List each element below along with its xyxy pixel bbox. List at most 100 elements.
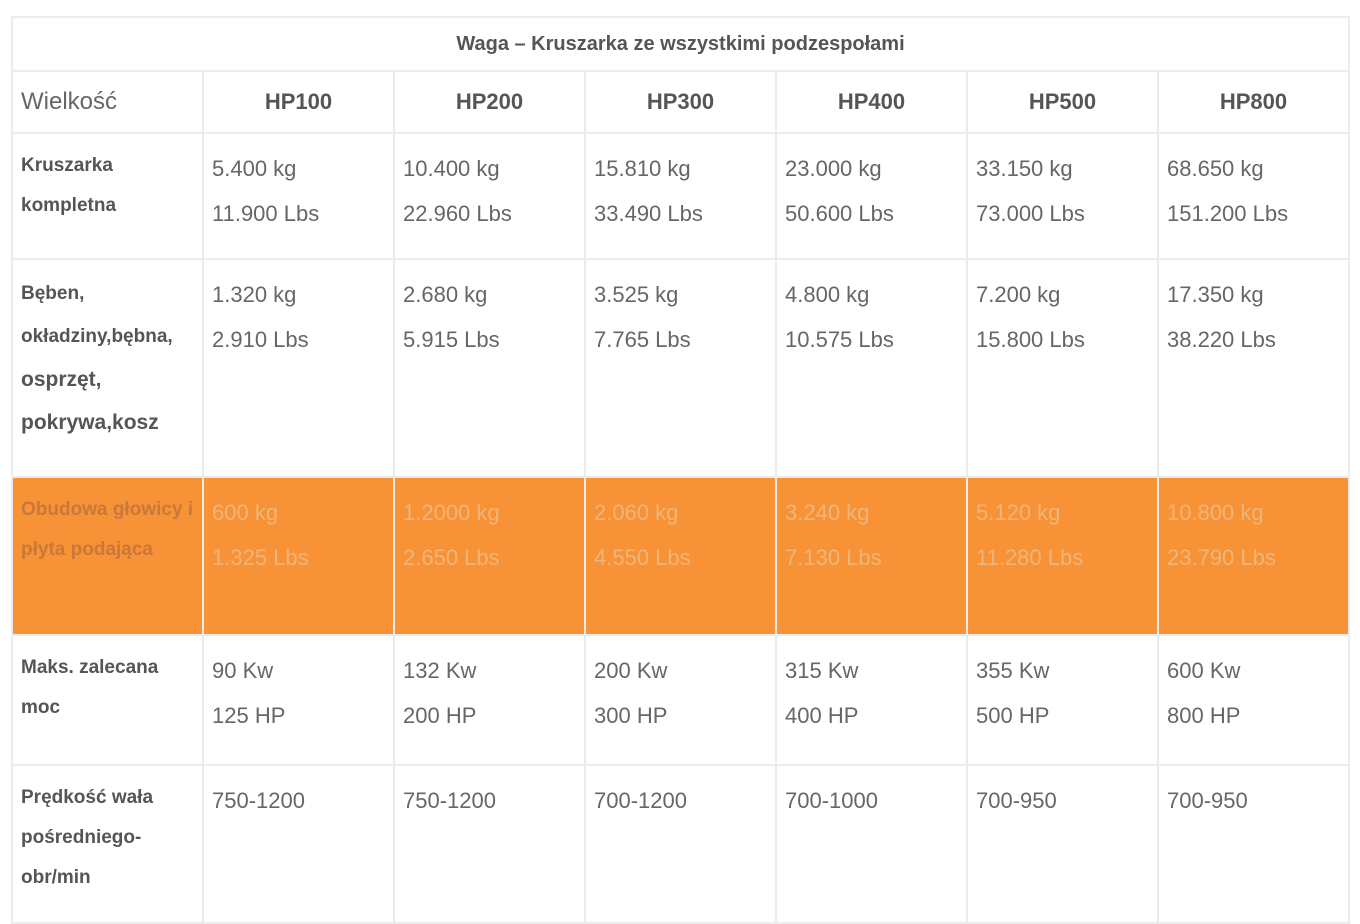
cell-value: 400 HP: [785, 703, 859, 728]
table-row: Kruszarka kompletna 5.400 kg 11.900 Lbs 1…: [11, 132, 1351, 260]
cell-value: 700-1200: [594, 788, 687, 813]
row-label-line: pokrywa,kosz: [21, 411, 159, 434]
table-cell: 1.320 kg 2.910 Lbs: [202, 258, 395, 478]
cell-value: 200 HP: [403, 703, 477, 728]
cell-value: 355 Kw: [976, 658, 1050, 683]
row-label-shaft-speed: Prędkość wała pośredniego- obr/min: [11, 764, 204, 924]
cell-value: 700-1000: [785, 788, 878, 813]
cell-value: 10.575 Lbs: [785, 327, 894, 352]
cell-value: 600 kg: [212, 500, 279, 525]
table-cell: 750-1200: [202, 764, 395, 924]
cell-value: 50.600 Lbs: [785, 201, 894, 226]
table-cell: 15.810 kg 33.490 Lbs: [584, 132, 777, 260]
table-cell: 2.060 kg 4.550 Lbs: [584, 476, 777, 636]
row-label-line: Bęben,: [21, 283, 85, 304]
table-cell: 5.120 kg 11.280 Lbs: [966, 476, 1159, 636]
cell-value: 2.650 Lbs: [403, 545, 500, 570]
cell-value: 200 Kw: [594, 658, 668, 683]
header-size-label: Wielkość: [11, 70, 204, 134]
table-cell: 700-1000: [775, 764, 968, 924]
cell-value: 750-1200: [212, 788, 305, 813]
cell-value: 68.650 kg: [1167, 156, 1264, 181]
table-caption: Waga – Kruszarka ze wszystkimi podzespoł…: [10, 16, 1351, 72]
table-cell: 700-950: [966, 764, 1159, 924]
cell-value: 38.220 Lbs: [1167, 327, 1276, 352]
table-cell: 4.800 kg 10.575 Lbs: [775, 258, 968, 478]
cell-value: 3.525 kg: [594, 282, 679, 307]
cell-value: 800 HP: [1167, 703, 1241, 728]
cell-value: 125 HP: [212, 703, 286, 728]
table-row-highlighted: Obudowa głowicy i płyta podająca 600 kg 1…: [11, 476, 1351, 636]
table-cell: 355 Kw 500 HP: [966, 634, 1159, 766]
row-label-line: okładziny,bębna,: [21, 326, 173, 347]
table-header-row: Wielkość HP100 HP200 HP300 HP400 HP500 H…: [11, 70, 1351, 134]
header-model-hp300: HP300: [584, 70, 777, 134]
cell-value: 7.130 Lbs: [785, 545, 882, 570]
row-label-drum-liners: Bęben, okładziny,bębna, osprzęt, pokrywa…: [11, 258, 204, 478]
cell-value: 5.120 kg: [976, 500, 1061, 525]
row-label-max-power: Maks. zalecana moc: [11, 634, 204, 766]
cell-value: 151.200 Lbs: [1167, 201, 1289, 226]
cell-value: 23.000 kg: [785, 156, 882, 181]
row-label-line: osprzęt,: [21, 368, 102, 391]
cell-value: 90 Kw: [212, 658, 274, 683]
header-model-hp200: HP200: [393, 70, 586, 134]
cell-value: 17.350 kg: [1167, 282, 1264, 307]
cell-value: 700-950: [1167, 788, 1248, 813]
table-cell: 1.2000 kg 2.650 Lbs: [393, 476, 586, 636]
cell-value: 2.060 kg: [594, 500, 679, 525]
cell-value: 750-1200: [403, 788, 496, 813]
cell-value: 300 HP: [594, 703, 668, 728]
cell-value: 11.280 Lbs: [976, 545, 1084, 570]
cell-value: 10.400 kg: [403, 156, 500, 181]
header-model-hp500: HP500: [966, 70, 1159, 134]
table-cell: 33.150 kg 73.000 Lbs: [966, 132, 1159, 260]
header-model-hp100: HP100: [202, 70, 395, 134]
cell-value: 315 Kw: [785, 658, 859, 683]
cell-value: 7.765 Lbs: [594, 327, 691, 352]
table-cell: 132 Kw 200 HP: [393, 634, 586, 766]
cell-value: 22.960 Lbs: [403, 201, 512, 226]
cell-value: 1.2000 kg: [403, 500, 500, 525]
cell-value: 33.490 Lbs: [594, 201, 703, 226]
table-cell: 10.800 kg 23.790 Lbs: [1156, 476, 1351, 636]
table-cell: 600 kg 1.325 Lbs: [202, 476, 395, 636]
table-caption-row: Waga – Kruszarka ze wszystkimi podzespoł…: [10, 16, 1351, 72]
table-cell: 10.400 kg 22.960 Lbs: [393, 132, 586, 260]
cell-value: 5.915 Lbs: [403, 327, 500, 352]
cell-value: 23.790 Lbs: [1167, 545, 1276, 570]
cell-value: 3.240 kg: [785, 500, 870, 525]
table-cell: 2.680 kg 5.915 Lbs: [393, 258, 586, 478]
cell-value: 132 Kw: [403, 658, 477, 683]
cell-value: 2.910 Lbs: [212, 327, 309, 352]
header-model-hp800: HP800: [1156, 70, 1351, 134]
row-label-housing-feed-plate: Obudowa głowicy i płyta podająca: [11, 476, 204, 636]
table-cell: 68.650 kg 151.200 Lbs: [1156, 132, 1351, 260]
cell-value: 15.800 Lbs: [976, 327, 1085, 352]
cell-value: 73.000 Lbs: [976, 201, 1085, 226]
table-row: Maks. zalecana moc 90 Kw 125 HP 132 Kw 200…: [11, 634, 1351, 766]
cell-value: 5.400 kg: [212, 156, 297, 181]
weight-spec-table: Waga – Kruszarka ze wszystkimi podzespoł…: [10, 16, 1351, 924]
table-cell: 7.200 kg 15.800 Lbs: [966, 258, 1159, 478]
table-cell: 750-1200: [393, 764, 586, 924]
table-cell: 17.350 kg 38.220 Lbs: [1156, 258, 1351, 478]
cell-value: 1.320 kg: [212, 282, 297, 307]
header-model-hp400: HP400: [775, 70, 968, 134]
table-cell: 700-950: [1156, 764, 1351, 924]
table-row: Bęben, okładziny,bębna, osprzęt, pokrywa…: [11, 258, 1351, 478]
cell-value: 15.810 kg: [594, 156, 691, 181]
cell-value: 500 HP: [976, 703, 1050, 728]
table-cell: 700-1200: [584, 764, 777, 924]
table-cell: 23.000 kg 50.600 Lbs: [775, 132, 968, 260]
cell-value: 4.800 kg: [785, 282, 870, 307]
row-label-complete-crusher: Kruszarka kompletna: [11, 132, 204, 260]
cell-value: 2.680 kg: [403, 282, 488, 307]
table-row: Prędkość wała pośredniego- obr/min 750-1…: [11, 764, 1351, 924]
cell-value: 33.150 kg: [976, 156, 1073, 181]
table-cell: 200 Kw 300 HP: [584, 634, 777, 766]
table-cell: 90 Kw 125 HP: [202, 634, 395, 766]
table-cell: 315 Kw 400 HP: [775, 634, 968, 766]
cell-value: 4.550 Lbs: [594, 545, 691, 570]
cell-value: 700-950: [976, 788, 1057, 813]
